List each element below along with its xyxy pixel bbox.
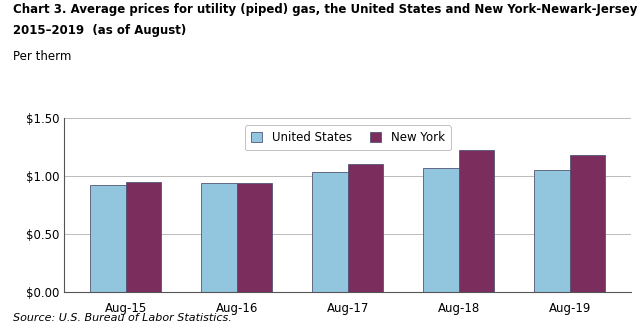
Bar [423,168,459,292]
Text: 2015–2019  (as of August): 2015–2019 (as of August) [13,24,186,37]
Bar [201,183,237,292]
Bar [312,172,348,292]
Text: Source: U.S. Bureau of Labor Statistics.: Source: U.S. Bureau of Labor Statistics. [13,312,232,323]
Bar [90,185,126,292]
Bar [459,151,495,292]
Legend: United States, New York: United States, New York [245,125,451,150]
Bar [570,155,605,292]
Bar [237,183,272,292]
Text: Chart 3. Average prices for utility (piped) gas, the United States and New York-: Chart 3. Average prices for utility (pip… [13,3,644,16]
Bar [126,181,161,292]
Text: Per therm: Per therm [13,50,71,64]
Bar [535,170,570,292]
Bar [348,164,383,292]
